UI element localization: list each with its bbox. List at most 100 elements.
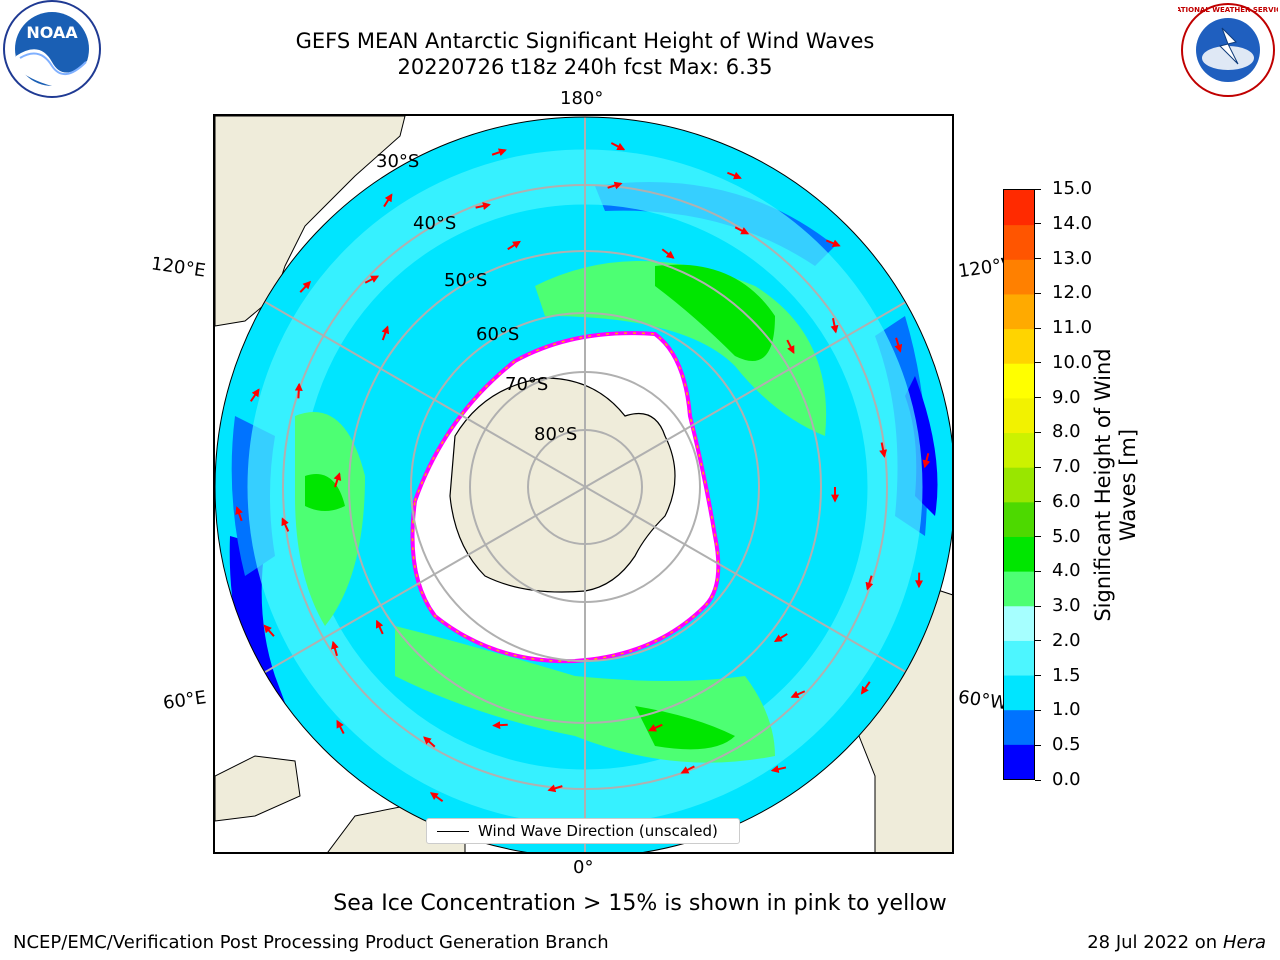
footer-date-text: 28 Jul 2022 on <box>1087 932 1223 953</box>
colorbar-tick-label: 14.0 <box>1052 212 1093 234</box>
wind-wave-arrow <box>336 719 345 735</box>
colorbar-tick-mark <box>1035 466 1041 468</box>
colorbar-segment <box>1004 190 1034 226</box>
wind-wave-arrow <box>507 240 521 251</box>
wind-wave-arrow <box>492 721 508 730</box>
colorbar-tick-label: 0.0 <box>1052 769 1081 790</box>
wind-wave-arrow <box>491 148 507 157</box>
colorbar-tick-mark <box>1035 292 1041 294</box>
lat-label-50s: 50°S <box>444 270 488 291</box>
wind-wave-arrow <box>647 723 663 732</box>
colorbar-segment <box>1004 709 1034 745</box>
graticule <box>215 117 952 852</box>
wind-wave-arrow <box>547 784 563 793</box>
wind-wave-arrow <box>423 736 436 748</box>
colorbar-tick-label: 9.0 <box>1052 386 1081 408</box>
wind-wave-arrow <box>331 640 339 657</box>
wind-wave-arrow <box>610 142 626 151</box>
colorbar-tick-label: 11.0 <box>1052 317 1093 339</box>
colorbar-tick-mark <box>1035 779 1041 781</box>
noaa-label: NOAA <box>26 23 78 42</box>
colorbar-tick-label: 7.0 <box>1052 456 1081 478</box>
nws-ring-text: NATIONAL WEATHER SERVICE <box>1178 6 1278 14</box>
colorbar-segment <box>1004 467 1034 503</box>
colorbar-tick-mark <box>1035 327 1041 329</box>
wind-wave-arrow <box>607 181 623 190</box>
colorbar-tick-mark <box>1035 744 1041 746</box>
wind-wave-arrow <box>786 339 795 354</box>
lat-label-40s: 40°S <box>413 213 457 234</box>
wind-wave-arrow <box>773 633 788 643</box>
colorbar-tick-label: 8.0 <box>1052 421 1081 443</box>
colorbar-tick-mark <box>1035 362 1041 364</box>
colorbar-segment <box>1004 536 1034 572</box>
colorbar-segment <box>1004 605 1034 641</box>
wind-wave-arrow <box>364 275 380 284</box>
wind-wave-arrow <box>263 624 275 637</box>
colorbar-tick-label: 5.0 <box>1052 525 1081 547</box>
wind-wave-arrow <box>661 248 675 259</box>
chart-subtitle: 20220726 t18z 240h fcst Max: 6.35 <box>397 55 773 79</box>
lon-label-60w: 60°W <box>956 686 1009 715</box>
wind-wave-arrow <box>375 619 384 635</box>
colorbar-tick-label: 3.0 <box>1052 595 1081 617</box>
colorbar-segment <box>1004 224 1034 260</box>
wind-wave-arrow <box>235 506 243 522</box>
wind-wave-arrow <box>680 765 695 774</box>
colorbar-title: Significant Height of Wind Waves [m] <box>1091 348 1140 622</box>
wind-wave-arrow <box>475 202 491 210</box>
footer-machine: Hera <box>1222 932 1266 953</box>
colorbar-segment <box>1004 328 1034 364</box>
wind-wave-arrow <box>381 325 390 341</box>
wind-wave-arrow <box>790 690 806 699</box>
colorbar-tick-label: 1.5 <box>1052 664 1081 686</box>
colorbar-segment <box>1004 501 1034 537</box>
wind-wave-arrow <box>770 765 787 774</box>
wind-wave-arrow <box>281 517 290 532</box>
wind-wave-arrow <box>299 280 311 293</box>
legend-line-swatch <box>437 831 469 832</box>
legend-label: Wind Wave Direction (unscaled) <box>478 822 718 840</box>
map-svg <box>215 116 952 852</box>
colorbar-segment <box>1004 432 1034 468</box>
ocean-disk <box>215 117 952 852</box>
wind-wave-arrow <box>879 442 888 458</box>
colorbar-tick-mark <box>1035 223 1041 225</box>
wind-wave-arrow <box>383 193 393 208</box>
wind-wave-arrow <box>830 318 839 334</box>
colorbar-tick-label: 13.0 <box>1052 247 1093 269</box>
colorbar-tick-label: 0.5 <box>1052 734 1081 756</box>
colorbar-tick-label: 12.0 <box>1052 282 1093 304</box>
wind-wave-arrow <box>865 575 874 591</box>
colorbar-segment <box>1004 744 1034 780</box>
colorbar-tick-mark <box>1035 258 1041 260</box>
sea-ice-note: Sea Ice Concentration > 15% is shown in … <box>333 891 947 916</box>
colorbar-tick-mark <box>1035 501 1041 503</box>
wind-wave-arrow <box>922 452 931 469</box>
colorbar-tick-label: 4.0 <box>1052 560 1081 582</box>
colorbar-tick-mark <box>1035 397 1041 399</box>
wind-wave-arrow <box>734 226 750 235</box>
colorbar-segment <box>1004 363 1034 399</box>
footer-date: 28 Jul 2022 on Hera <box>1087 932 1266 953</box>
lat-label-30s: 30°S <box>376 151 420 172</box>
map-legend: Wind Wave Direction (unscaled) <box>426 818 740 844</box>
colorbar-segment <box>1004 259 1034 295</box>
colorbar-tick-label: 6.0 <box>1052 490 1081 512</box>
lat-label-80s: 80°S <box>534 424 578 445</box>
footer-branch: NCEP/EMC/Verification Post Processing Pr… <box>13 932 609 953</box>
chart-title: GEFS MEAN Antarctic Significant Height o… <box>295 29 875 53</box>
wind-wave-arrow <box>249 388 260 402</box>
wind-wave-arrow <box>333 472 342 488</box>
noaa-logo: NOAA <box>0 0 105 100</box>
lat-label-70s: 70°S <box>505 374 549 395</box>
colorbar-segment <box>1004 397 1034 434</box>
colorbar-tick-label: 10.0 <box>1052 351 1093 373</box>
colorbar-segment <box>1004 293 1034 330</box>
colorbar <box>1003 189 1035 780</box>
colorbar-tick-mark <box>1035 675 1041 677</box>
colorbar-segment <box>1004 571 1034 607</box>
wind-wave-arrow <box>429 792 444 803</box>
colorbar-tick-mark <box>1035 709 1041 711</box>
wind-wave-arrow <box>727 171 742 180</box>
